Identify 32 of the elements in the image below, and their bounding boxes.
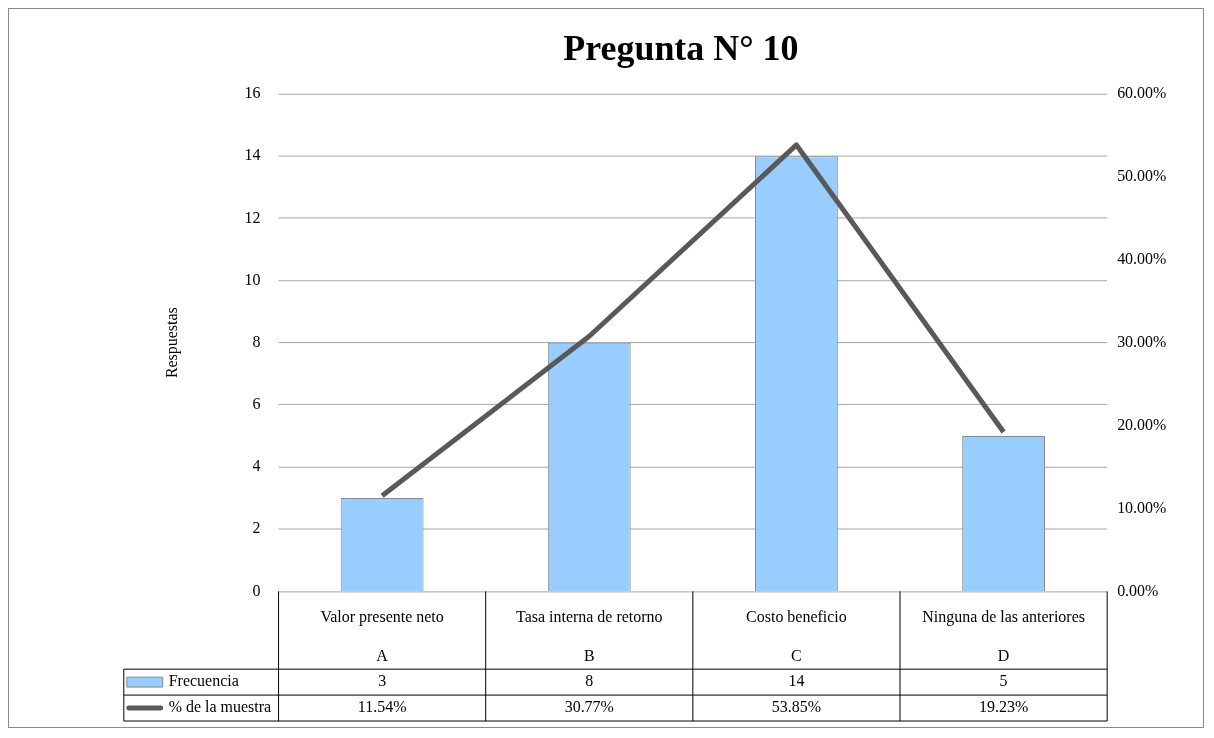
y-tick-label: 14	[244, 146, 261, 164]
y-tick-label: 16	[244, 84, 261, 102]
legend-label: % de la muestra	[168, 698, 272, 716]
y-tick-label: 4	[252, 457, 261, 475]
y-axis-title: Respuestas	[162, 307, 181, 379]
data-label: 14	[788, 672, 805, 690]
y-tick-label: 2	[252, 519, 261, 537]
y2-tick-label: 0.00%	[1117, 581, 1159, 599]
data-label: 3	[378, 672, 387, 690]
category-label: Ninguna de las anteriores D	[922, 608, 1085, 665]
category-label: Tasa interna de retorno B	[516, 608, 663, 665]
data-label: 11.54%	[357, 698, 407, 716]
data-label: 8	[585, 672, 594, 690]
y-tick-label: 8	[252, 332, 261, 350]
legend-label: Frecuencia	[168, 672, 239, 690]
y-tick-label: 6	[252, 395, 261, 413]
y2-tick-label: 20.00%	[1117, 415, 1167, 433]
chart-title: Pregunta N° 10	[563, 27, 799, 68]
y2-tick-label: 10.00%	[1117, 498, 1167, 516]
y2-tick-label: 50.00%	[1117, 167, 1167, 185]
data-label: 30.77%	[564, 698, 614, 716]
y-tick-label: 10	[244, 270, 261, 288]
y-tick-label: 0	[252, 581, 261, 599]
category-label: Valor presente neto A	[320, 608, 444, 665]
y2-tick-label: 40.00%	[1117, 249, 1167, 267]
y-tick-label: 12	[244, 208, 261, 226]
y2-tick-label: 30.00%	[1117, 332, 1167, 350]
data-label: 53.85%	[771, 698, 822, 716]
category-label: Costo beneficio C	[746, 608, 847, 665]
y2-tick-label: 60.00%	[1117, 84, 1167, 102]
data-label: 19.23%	[978, 698, 1029, 716]
data-label: 5	[999, 672, 1008, 690]
